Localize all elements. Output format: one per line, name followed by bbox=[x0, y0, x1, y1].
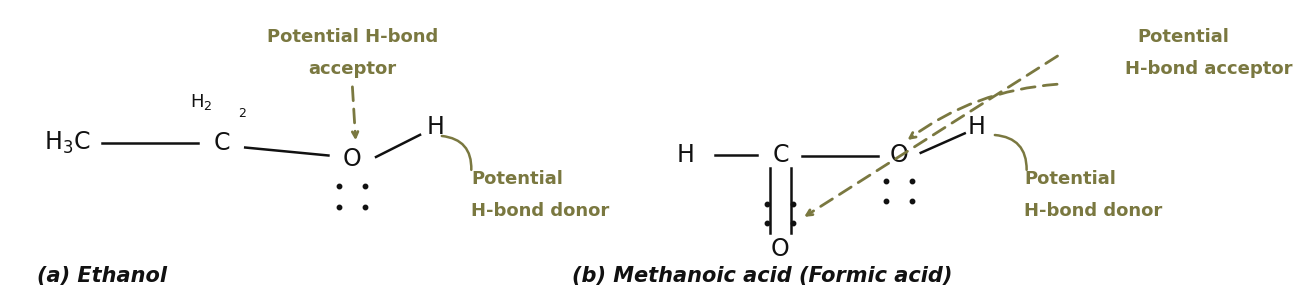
Text: H$_3$C: H$_3$C bbox=[43, 130, 90, 156]
Text: H: H bbox=[426, 115, 445, 139]
Text: Potential H-bond: Potential H-bond bbox=[266, 28, 438, 46]
Text: H-bond donor: H-bond donor bbox=[1024, 202, 1162, 220]
Text: 2: 2 bbox=[237, 107, 245, 120]
Text: H-bond acceptor: H-bond acceptor bbox=[1125, 60, 1292, 78]
Text: (a) Ethanol: (a) Ethanol bbox=[37, 266, 167, 286]
Text: Potential: Potential bbox=[471, 170, 563, 187]
Text: (b) Methanoic acid (Formic acid): (b) Methanoic acid (Formic acid) bbox=[572, 266, 953, 286]
Text: H$_2$: H$_2$ bbox=[190, 92, 213, 112]
Text: O: O bbox=[343, 147, 361, 171]
Text: acceptor: acceptor bbox=[308, 60, 396, 78]
Text: C: C bbox=[772, 143, 789, 167]
Text: H-bond donor: H-bond donor bbox=[471, 202, 609, 220]
Text: Potential: Potential bbox=[1137, 28, 1230, 46]
Text: Potential: Potential bbox=[1024, 170, 1116, 187]
Text: O: O bbox=[771, 238, 790, 261]
Text: H: H bbox=[968, 115, 986, 139]
Text: C: C bbox=[213, 131, 230, 155]
Text: O: O bbox=[889, 143, 909, 167]
Text: H: H bbox=[677, 143, 694, 167]
